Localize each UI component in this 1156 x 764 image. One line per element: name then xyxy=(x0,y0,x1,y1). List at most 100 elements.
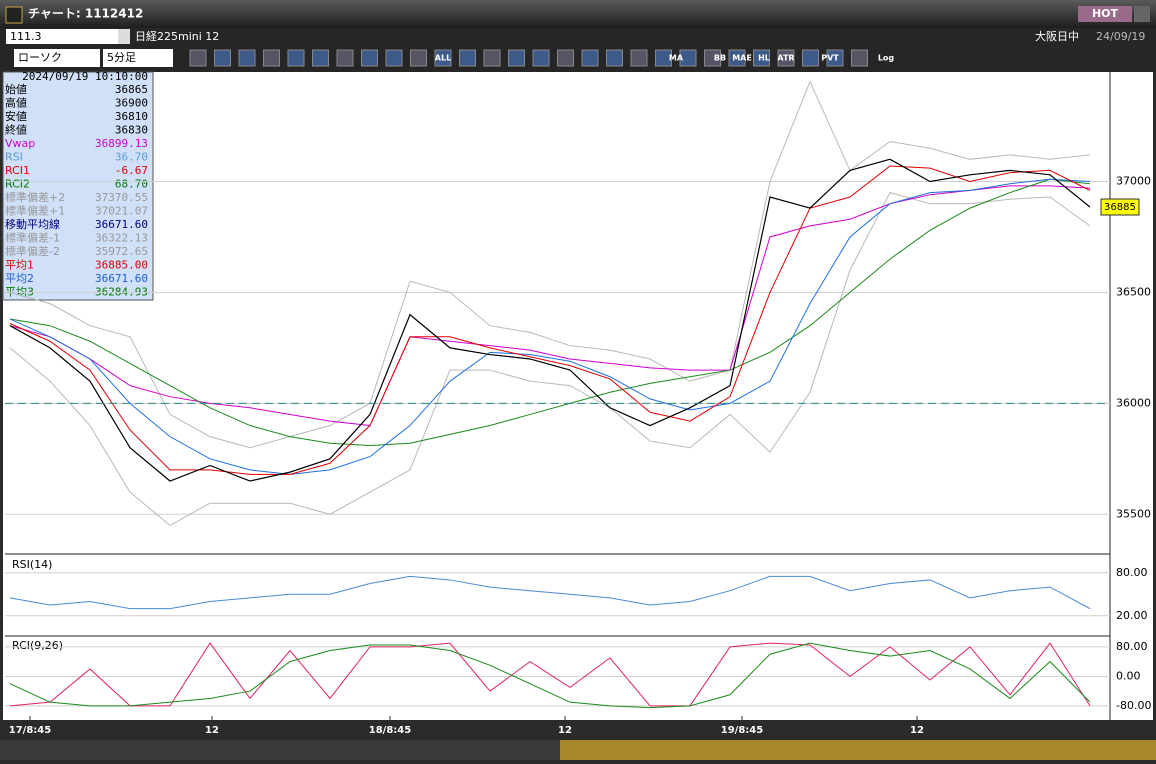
interval[interactable]: 5分足 xyxy=(107,51,136,64)
info-value: 36671.60 xyxy=(95,272,148,285)
info-label: RCI1 xyxy=(5,164,30,177)
y-tick-label: -80.00 xyxy=(1116,699,1151,712)
tool-icon[interactable] xyxy=(655,49,672,67)
tool-icon[interactable] xyxy=(483,49,501,67)
info-value: 36671.60 xyxy=(95,218,148,231)
chart-type[interactable]: ローソク xyxy=(18,51,62,64)
y-tick-label: 35500 xyxy=(1116,507,1151,520)
info-value: 36.70 xyxy=(115,151,148,164)
y-tick-label: 36500 xyxy=(1116,285,1151,298)
tool-icon[interactable] xyxy=(532,49,550,67)
info-label: 平均2 xyxy=(5,272,34,285)
series-line xyxy=(9,178,1091,475)
tool-icon[interactable] xyxy=(777,49,795,67)
tool-button-label[interactable]: MA xyxy=(669,54,684,63)
series-line xyxy=(9,165,1091,475)
date: 24/09/19 xyxy=(1096,30,1145,43)
tool-icon[interactable] xyxy=(826,49,844,67)
tool-icon[interactable] xyxy=(434,49,452,67)
tool-icon[interactable] xyxy=(802,49,819,67)
x-tick-label: 12 xyxy=(910,725,924,736)
tool-button-label[interactable]: PVT xyxy=(821,54,839,63)
x-tick-label: 18/8:45 xyxy=(369,725,411,736)
tool-icon[interactable] xyxy=(287,49,305,67)
scroll-track[interactable] xyxy=(0,740,560,760)
tool-icon[interactable] xyxy=(581,49,599,67)
tool-icon[interactable] xyxy=(361,49,378,67)
info-label: 標準偏差+2 xyxy=(5,190,65,204)
tool-icon[interactable] xyxy=(728,49,746,67)
price-axis xyxy=(1110,72,1153,720)
tool-button-label[interactable]: ALL xyxy=(435,54,451,63)
info-label: 移動平均線 xyxy=(5,217,60,231)
hot-label[interactable]: HOT xyxy=(1092,7,1119,20)
tool-icon[interactable] xyxy=(851,49,868,67)
scroll-thumb[interactable] xyxy=(560,740,1156,760)
info-value: -6.67 xyxy=(115,164,148,177)
code-input[interactable] xyxy=(6,29,118,44)
x-tick-label: 17/8:45 xyxy=(9,725,51,736)
tool-button-label[interactable]: Log xyxy=(878,54,895,63)
tool-icon[interactable] xyxy=(704,49,721,67)
code-dropdown[interactable] xyxy=(118,29,130,44)
tool-icon[interactable] xyxy=(753,49,770,67)
x-tick-label: 19/8:45 xyxy=(721,725,763,736)
info-label: 標準偏差-1 xyxy=(5,231,60,245)
series-line xyxy=(9,185,1091,427)
info-value: 36885.00 xyxy=(95,259,148,272)
tool-icon[interactable] xyxy=(336,49,354,67)
tool-icon[interactable] xyxy=(263,49,280,67)
window-title: チャート: 1112412 xyxy=(28,7,143,21)
info-label: 始値 xyxy=(5,82,27,96)
tool-icon[interactable] xyxy=(385,49,403,67)
series-line xyxy=(9,158,1091,482)
chart-type-select[interactable] xyxy=(14,49,100,67)
close-button[interactable] xyxy=(1134,6,1150,22)
x-tick-label: 12 xyxy=(205,725,219,736)
last-price-label: 36885 xyxy=(1104,202,1136,213)
info-label: 高値 xyxy=(5,96,27,110)
last-price-tag xyxy=(1100,198,1140,216)
y-tick-label: 36000 xyxy=(1116,396,1151,409)
info-label: 標準偏差-2 xyxy=(5,244,60,258)
tool-button-label[interactable]: ATR xyxy=(777,54,794,63)
info-value: 36900 xyxy=(115,97,148,110)
x-tick-label: 12 xyxy=(558,725,572,736)
hot-button[interactable] xyxy=(1078,6,1132,22)
code[interactable]: 111.3 xyxy=(10,30,42,43)
tool-icon[interactable] xyxy=(410,49,427,67)
info-datetime: 2024/09/19 10:10:00 xyxy=(22,70,148,83)
tool-icon[interactable] xyxy=(508,49,525,67)
info-value: 68.70 xyxy=(115,178,148,191)
panel-title: RCI(9,26) xyxy=(12,639,63,652)
time-axis xyxy=(0,720,1156,740)
tool-icon[interactable] xyxy=(679,49,697,67)
info-value: 36322.13 xyxy=(95,232,148,245)
info-label: RCI2 xyxy=(5,178,30,191)
info-value: 36810 xyxy=(115,110,148,123)
instrument-name: 日経225mini 12 xyxy=(135,30,219,43)
info-label: 標準偏差+1 xyxy=(5,204,65,218)
series-line xyxy=(9,575,1091,610)
tool-icon[interactable] xyxy=(630,49,648,67)
info-label: 安値 xyxy=(5,109,27,123)
tool-icon[interactable] xyxy=(459,49,476,67)
y-tick-label: 0.00 xyxy=(1116,669,1141,682)
y-tick-label: 37000 xyxy=(1116,174,1151,187)
tool-icon[interactable] xyxy=(557,49,574,67)
interval-select[interactable] xyxy=(103,49,173,67)
chart-area xyxy=(3,72,1153,720)
tool-icon[interactable] xyxy=(189,49,207,67)
tool-button-label[interactable]: MAE xyxy=(732,54,752,63)
info-panel xyxy=(2,71,154,301)
info-value: 36830 xyxy=(115,124,148,137)
tool-icon[interactable] xyxy=(214,49,231,67)
tool-button-label[interactable]: BB xyxy=(714,54,726,63)
tool-icon[interactable] xyxy=(238,49,256,67)
tool-icon[interactable] xyxy=(606,49,623,67)
tool-icon[interactable] xyxy=(312,49,329,67)
info-value: 35972.65 xyxy=(95,245,148,258)
tool-button-label[interactable]: HL xyxy=(758,54,770,63)
y-tick-label: 80.00 xyxy=(1116,640,1148,653)
